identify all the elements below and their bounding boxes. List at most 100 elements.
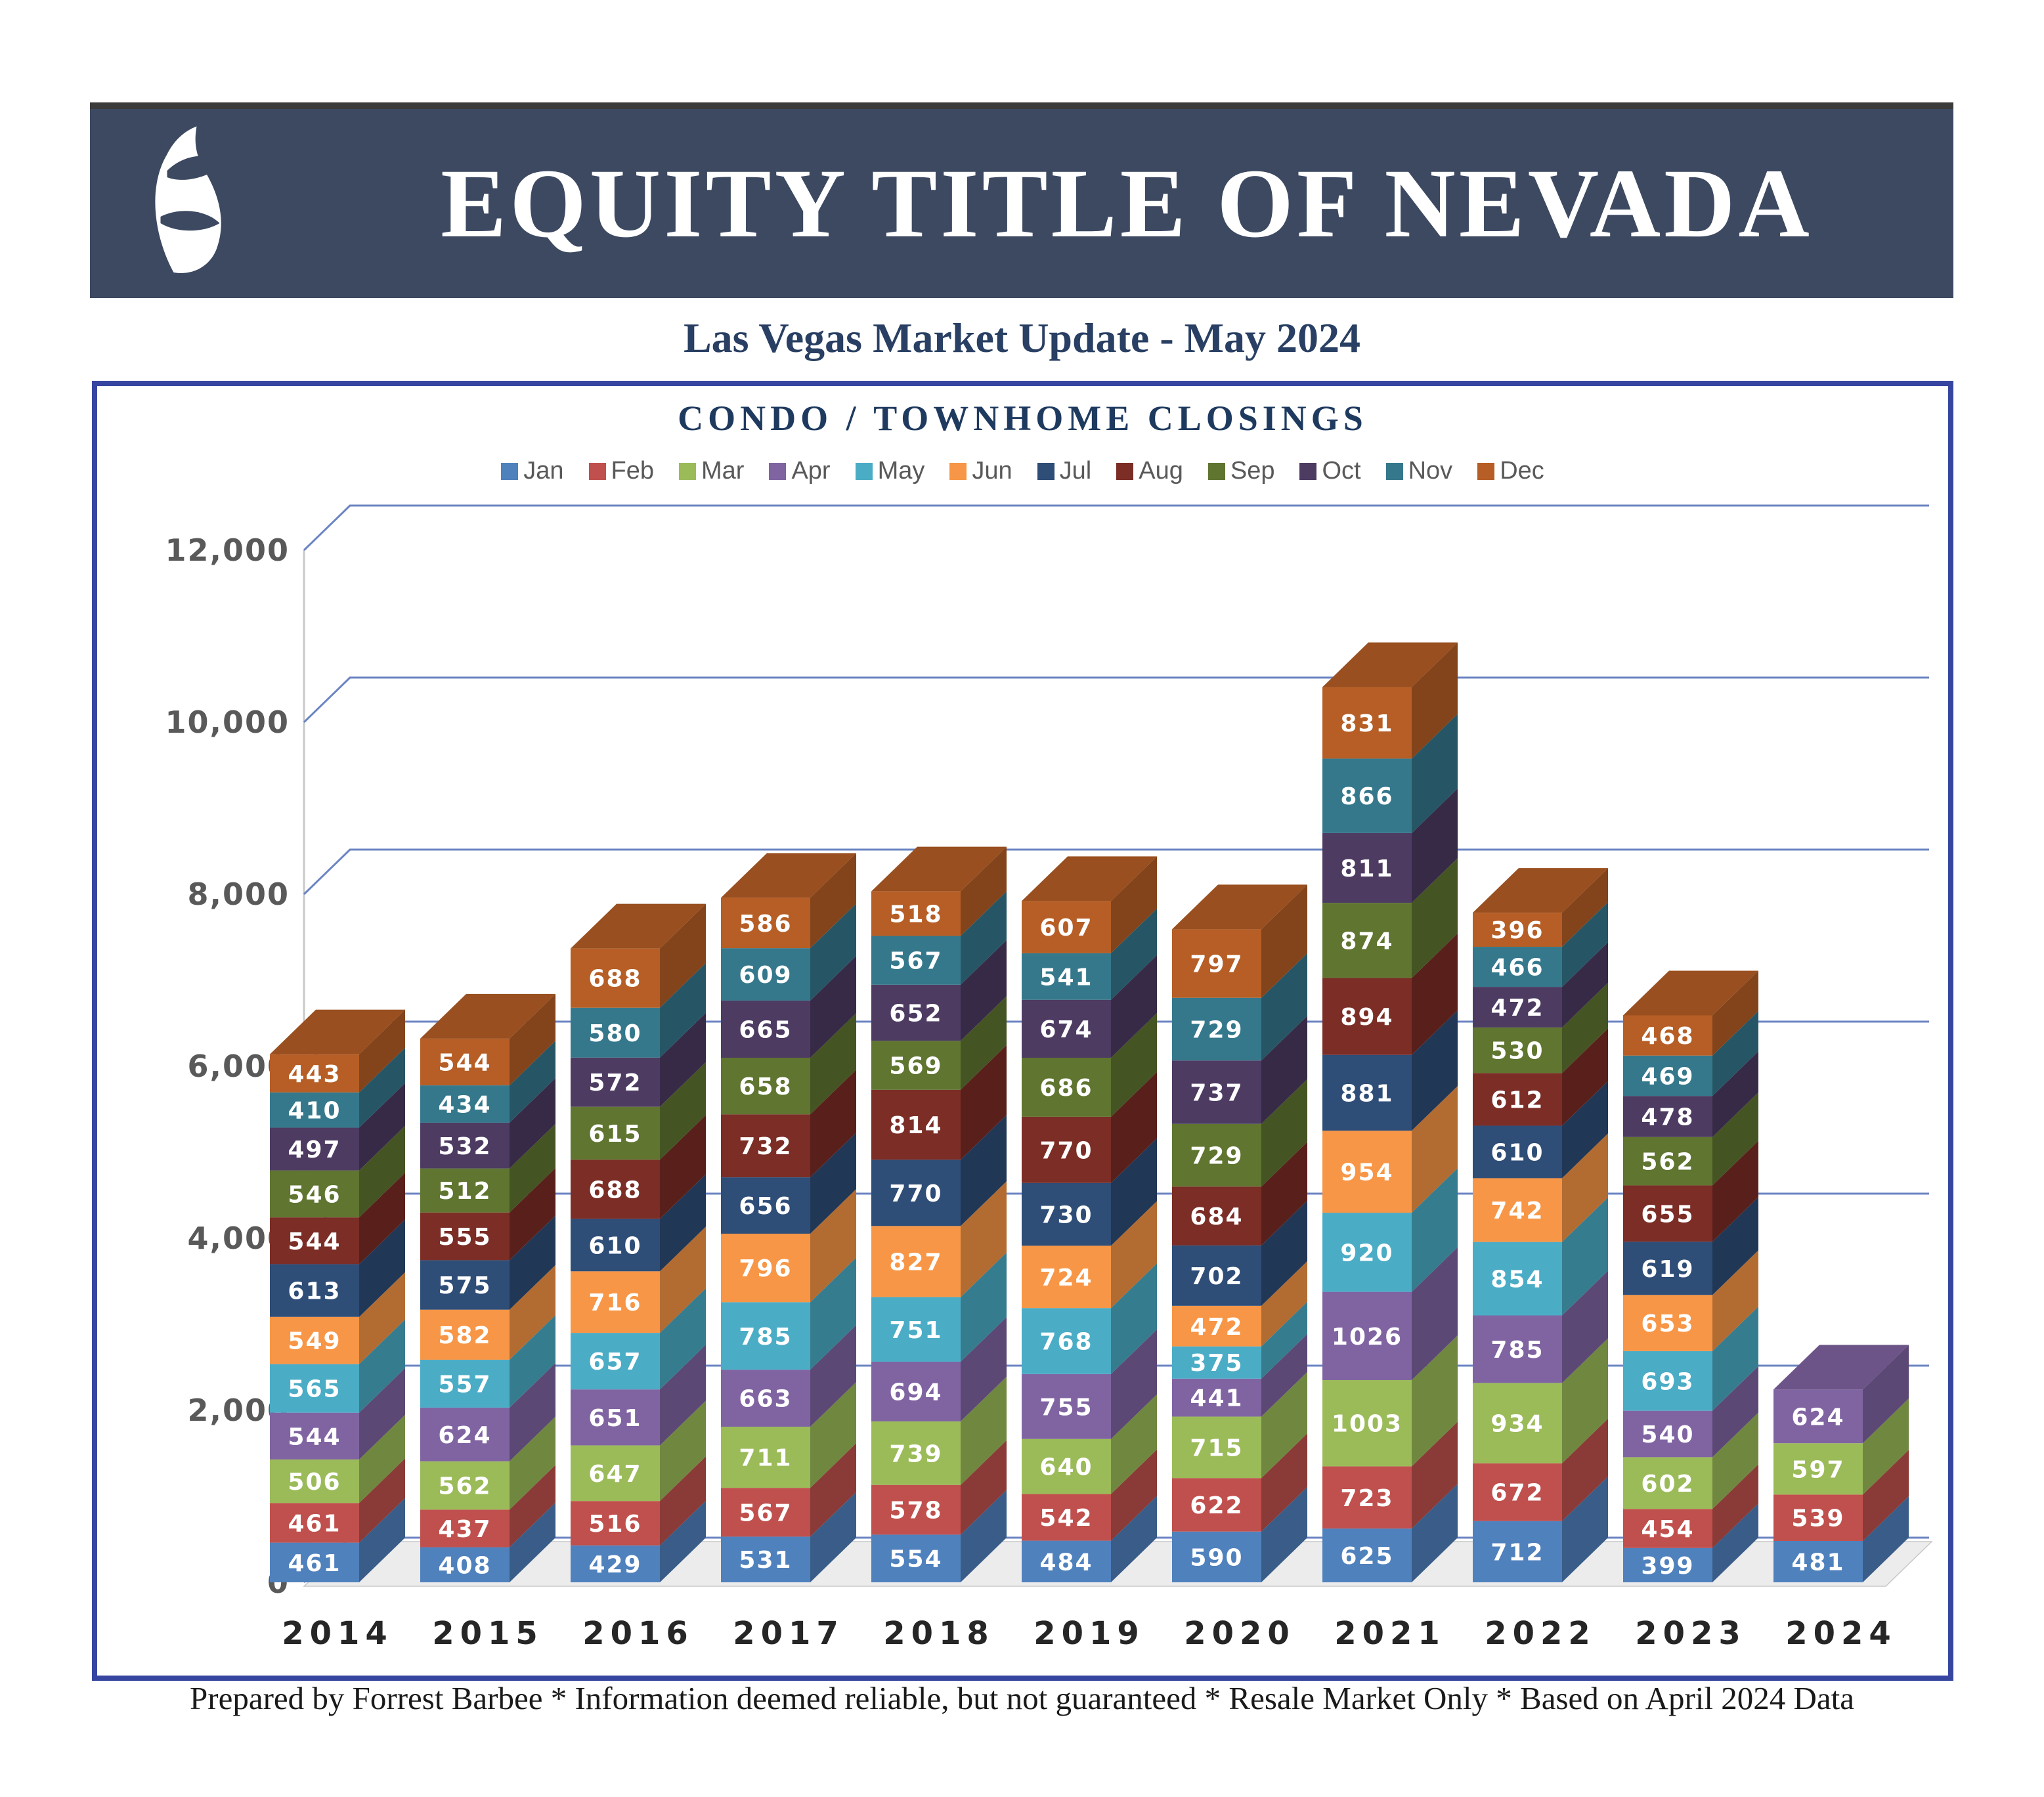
bar-top-face xyxy=(1172,884,1307,930)
bar-segment-label: 647 xyxy=(588,1461,641,1488)
bar-segment-side xyxy=(1863,1450,1909,1541)
legend-swatch-icon xyxy=(1385,462,1403,480)
bar-segment-label: 434 xyxy=(438,1092,491,1119)
bar-segment-aug xyxy=(1322,978,1412,1055)
bar-segment-sep xyxy=(1623,1137,1712,1186)
bar-segment-jul xyxy=(571,1219,660,1272)
bar-segment-side xyxy=(961,846,1007,936)
bar-segment-side xyxy=(359,1368,405,1460)
bar-segment-oct xyxy=(721,1000,810,1058)
bar-segment-side xyxy=(1562,942,1608,1028)
bar-segment-label: 737 xyxy=(1190,1079,1243,1106)
x-axis-year-label: 2022 xyxy=(1485,1615,1596,1652)
bar-segment-mar xyxy=(571,1445,660,1502)
bar-top-face xyxy=(1773,1345,1909,1390)
bar-segment-label: 831 xyxy=(1340,710,1393,737)
bar-segment-feb xyxy=(721,1488,810,1537)
bar-segment-side xyxy=(1562,1028,1608,1126)
bar-segment-side xyxy=(961,1045,1007,1160)
bar-segment-side xyxy=(1261,1301,1307,1379)
bar-segment-apr xyxy=(1172,1378,1261,1417)
x-axis-year-label: 2016 xyxy=(582,1615,694,1652)
bar-segment-sep xyxy=(721,1058,810,1115)
bar-segment-label: 539 xyxy=(1791,1505,1844,1532)
bar-segment-side xyxy=(1111,856,1157,953)
legend-label: Sep xyxy=(1230,457,1275,485)
bar-segment-label: 729 xyxy=(1190,1143,1243,1170)
bar-segment-label: 615 xyxy=(588,1121,641,1148)
bar-segment-label: 399 xyxy=(1641,1553,1694,1580)
legend-label: Nov xyxy=(1408,457,1453,485)
bar-segment-oct xyxy=(871,984,961,1041)
bar-segment-label: 562 xyxy=(438,1473,491,1500)
bar-segment-label: 672 xyxy=(1490,1480,1544,1507)
bar-segment-side xyxy=(660,1456,706,1546)
bar-segment-feb xyxy=(1172,1478,1261,1532)
bar-segment-side xyxy=(810,903,856,1001)
bar-segment-jun xyxy=(420,1309,510,1360)
bar-segment-label: 866 xyxy=(1340,783,1393,810)
bar-segment-aug xyxy=(420,1212,510,1261)
bar-segment-mar xyxy=(721,1427,810,1488)
bar-segment-feb xyxy=(1022,1494,1111,1541)
footer-disclaimer: Prepared by Forrest Barbee * Information… xyxy=(190,1680,1854,1716)
bar-segment-label: 785 xyxy=(739,1324,792,1351)
bar-segment-label: 693 xyxy=(1641,1368,1694,1395)
legend-label: Apr xyxy=(791,457,831,485)
bar-segment-dec xyxy=(420,1038,510,1086)
legend-item-may: May xyxy=(855,457,924,485)
bar-segment-label: 569 xyxy=(889,1052,942,1079)
bar-segment-label: 711 xyxy=(739,1445,792,1472)
bar-segment-side xyxy=(1712,1464,1758,1548)
x-axis-year-label: 2024 xyxy=(1785,1615,1897,1652)
bar-segment-oct xyxy=(270,1127,359,1171)
bar-segment-label: 657 xyxy=(588,1349,641,1375)
bar-segment-jul xyxy=(871,1159,961,1226)
bar-segment-side xyxy=(1712,1503,1758,1582)
bar-segment-jan xyxy=(571,1545,660,1582)
bar-segment-side xyxy=(359,1458,405,1543)
legend-swatch-icon xyxy=(1037,462,1055,480)
bar-segment-side xyxy=(1111,1013,1157,1117)
bar-segment-side xyxy=(510,1167,555,1261)
bar-segment-label: 580 xyxy=(588,1020,641,1047)
legend-swatch-icon xyxy=(588,462,606,480)
bar-segment-may xyxy=(1473,1242,1562,1316)
bar-segment-label: 469 xyxy=(1641,1063,1694,1090)
bar-segment-side xyxy=(660,1012,706,1107)
bar-segment-label: 724 xyxy=(1039,1265,1093,1291)
bar-segment-side xyxy=(961,1440,1007,1535)
bar-segment-nov xyxy=(1322,758,1412,833)
bar-segment-mar xyxy=(1022,1439,1111,1494)
bar-segment-side xyxy=(961,1252,1007,1362)
bar-segment-label: 1003 xyxy=(1332,1411,1403,1438)
bar-segment-label: 640 xyxy=(1039,1454,1093,1481)
legend-swatch-icon xyxy=(1477,462,1495,480)
bar-segment-label: 694 xyxy=(889,1379,942,1406)
legend-label: Jun xyxy=(972,457,1012,485)
bar-segment-side xyxy=(1261,1016,1307,1124)
bar-segment-label: 739 xyxy=(889,1440,942,1467)
bar-segment-label: 768 xyxy=(1039,1329,1093,1356)
bar-segment-side xyxy=(961,1376,1007,1485)
bar-segment-aug xyxy=(1473,1073,1562,1126)
bar-segment-side xyxy=(1712,1010,1758,1096)
bar-segment-side xyxy=(359,1219,405,1317)
bar-segment-may xyxy=(871,1297,961,1362)
bar-segment-dec xyxy=(1473,913,1562,947)
x-axis-year-label: 2023 xyxy=(1635,1615,1747,1652)
bar-segment-label: 540 xyxy=(1641,1421,1694,1448)
legend-item-aug: Aug xyxy=(1116,457,1183,485)
bar-segment-label: 578 xyxy=(889,1498,942,1525)
bar-segment-side xyxy=(510,1362,555,1461)
bar-segment-side xyxy=(1111,1263,1157,1374)
bar-segment-side xyxy=(1562,1133,1608,1242)
bar-segment-aug xyxy=(721,1114,810,1178)
bar-segment-label: 610 xyxy=(588,1232,641,1259)
bar-segment-side xyxy=(1412,1421,1458,1529)
bar-segment-nov xyxy=(571,1007,660,1058)
bar-segment-label: 651 xyxy=(588,1405,641,1432)
bar-segment-nov xyxy=(1022,953,1111,1000)
bar-segment-label: 572 xyxy=(588,1070,641,1096)
bar-segment-may xyxy=(571,1333,660,1390)
